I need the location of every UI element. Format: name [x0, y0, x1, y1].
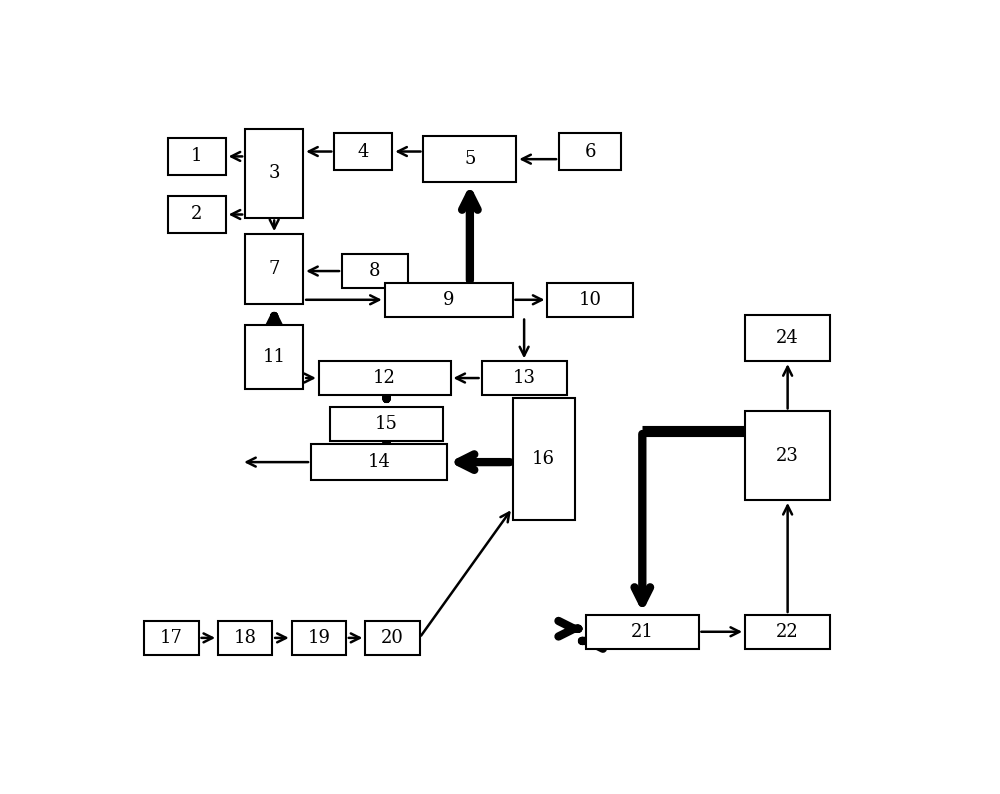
- Text: 13: 13: [513, 369, 536, 387]
- Bar: [245, 234, 303, 304]
- Bar: [365, 621, 420, 655]
- Text: 24: 24: [776, 330, 799, 347]
- Text: 22: 22: [776, 622, 799, 641]
- Text: 9: 9: [443, 291, 454, 309]
- Bar: [144, 621, 199, 655]
- Text: 10: 10: [578, 291, 602, 309]
- Text: 4: 4: [358, 143, 369, 160]
- Bar: [559, 133, 621, 170]
- Bar: [245, 325, 303, 389]
- Text: 6: 6: [584, 143, 596, 160]
- Bar: [482, 361, 567, 395]
- Text: 16: 16: [532, 450, 555, 468]
- Bar: [385, 283, 512, 317]
- Text: 12: 12: [373, 369, 396, 387]
- Bar: [311, 444, 447, 480]
- Bar: [319, 361, 450, 395]
- Text: 18: 18: [234, 629, 257, 647]
- Bar: [330, 407, 443, 441]
- Text: 23: 23: [776, 447, 799, 464]
- Bar: [245, 129, 303, 218]
- Bar: [342, 254, 408, 288]
- Text: 7: 7: [268, 260, 280, 278]
- Bar: [512, 398, 574, 520]
- Text: 1: 1: [191, 148, 202, 165]
- Text: 17: 17: [160, 629, 183, 647]
- Text: 3: 3: [268, 164, 280, 183]
- Bar: [334, 133, 392, 170]
- Text: 11: 11: [263, 348, 286, 366]
- Text: 5: 5: [464, 150, 476, 168]
- Text: 14: 14: [367, 453, 390, 471]
- Text: 20: 20: [381, 629, 404, 647]
- Text: 2: 2: [191, 206, 202, 223]
- Text: 19: 19: [307, 629, 330, 647]
- Bar: [218, 621, 272, 655]
- Bar: [547, 283, 633, 317]
- Bar: [745, 315, 830, 361]
- Bar: [745, 411, 830, 500]
- Bar: [168, 138, 226, 175]
- Text: 8: 8: [369, 262, 381, 280]
- Text: 15: 15: [375, 415, 398, 433]
- Text: 21: 21: [631, 622, 654, 641]
- Bar: [292, 621, 346, 655]
- Bar: [168, 196, 226, 233]
- Bar: [745, 615, 830, 649]
- Bar: [423, 137, 516, 182]
- Bar: [586, 615, 698, 649]
